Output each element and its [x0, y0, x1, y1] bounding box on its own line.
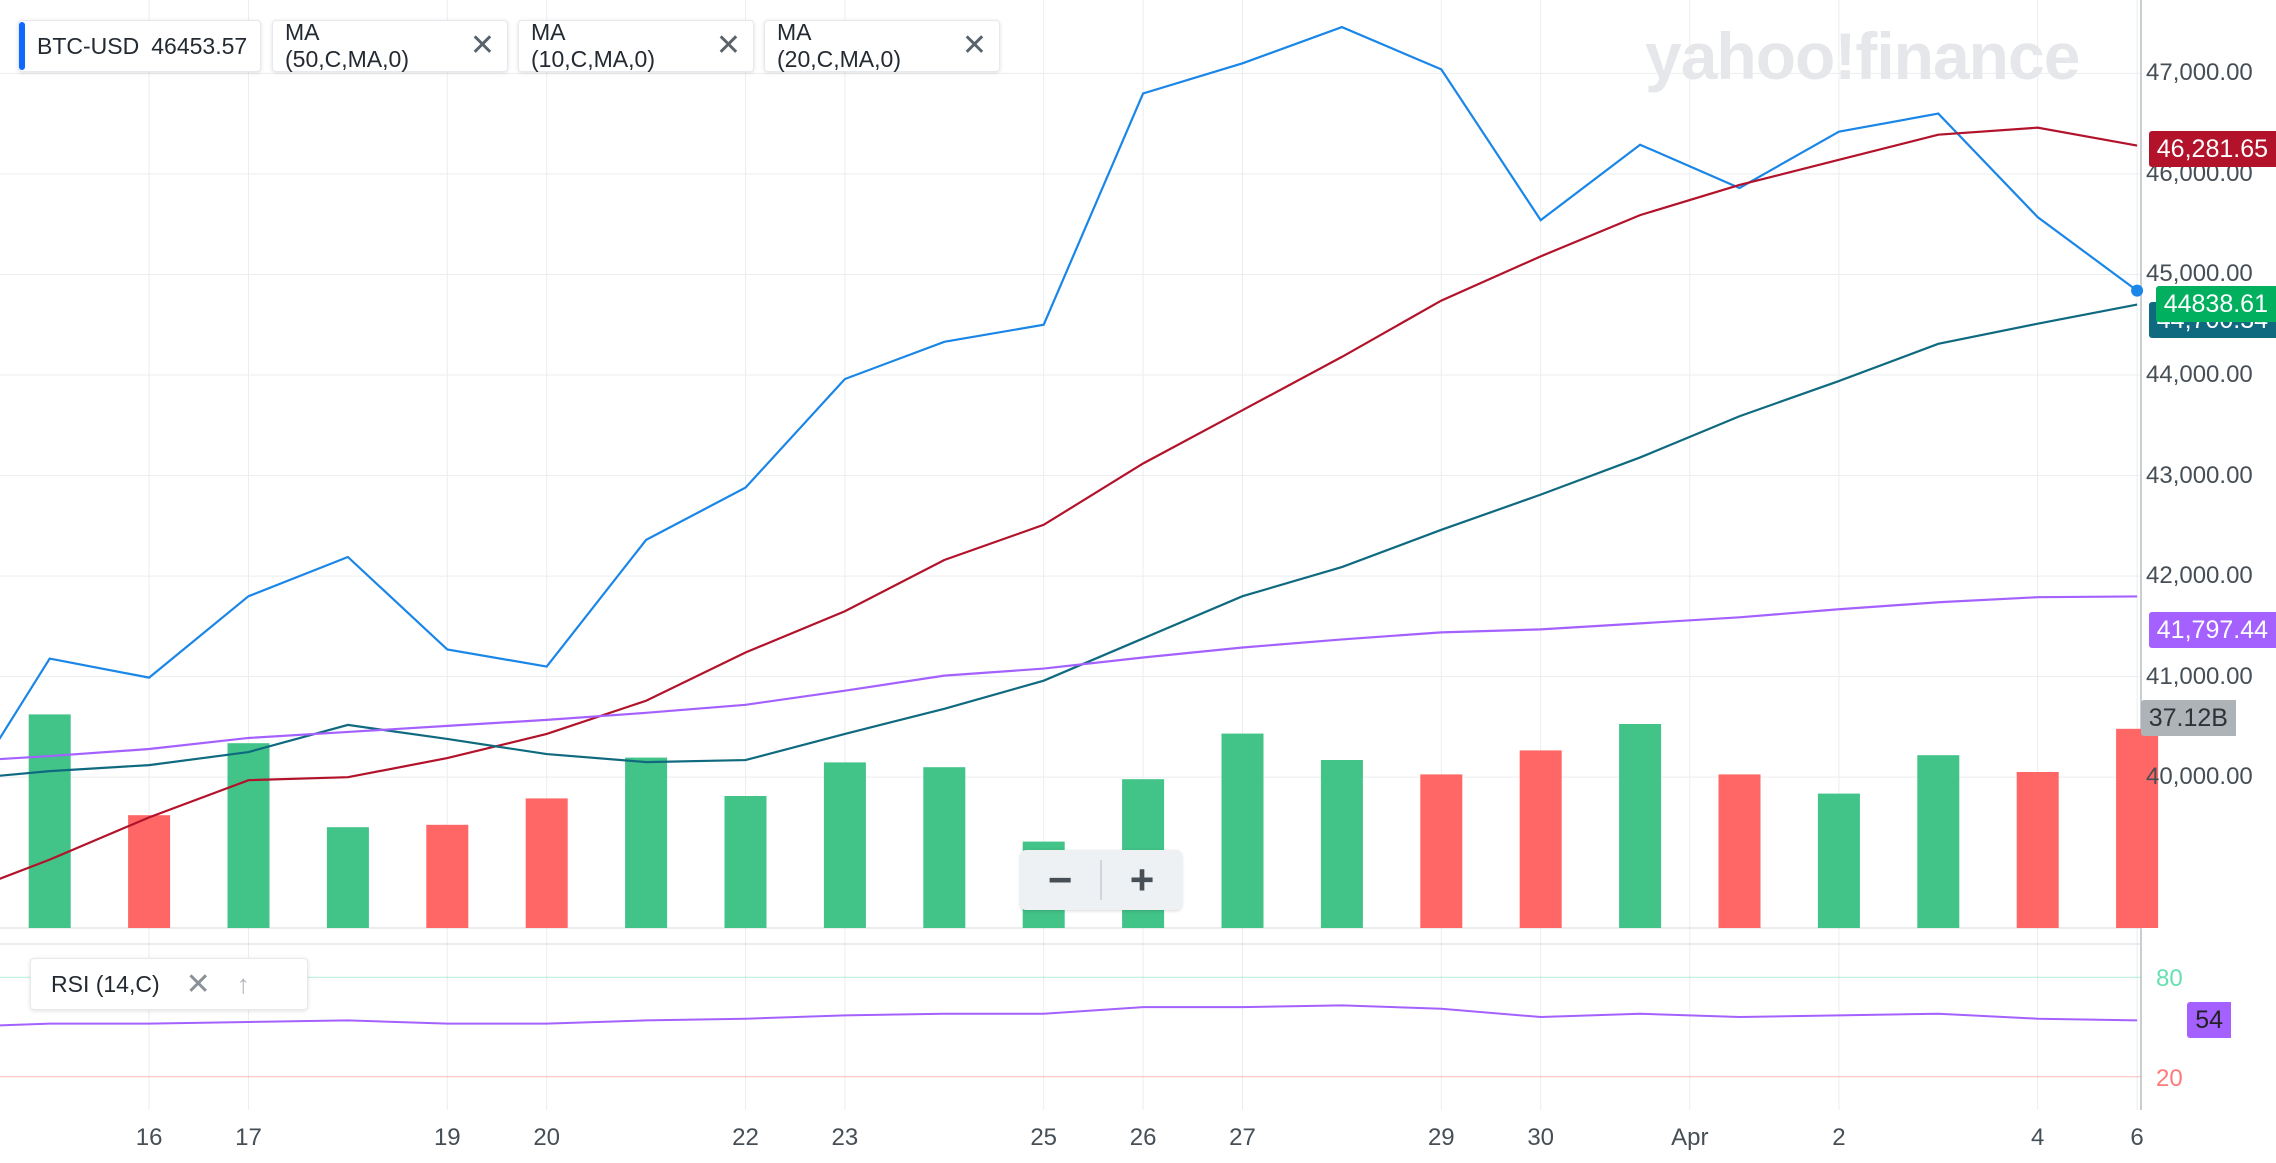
x-tick-label: 29	[1427, 1124, 1455, 1151]
y-tick-label: 43,000.00	[2146, 461, 2253, 489]
close-icon[interactable]: ✕	[185, 967, 211, 1001]
legend-rsi[interactable]: RSI (14,C) ✕ ↑	[30, 958, 308, 1010]
x-tick-label: 16	[135, 1124, 163, 1151]
zoom-out-button[interactable]: −	[1047, 856, 1073, 903]
chart-grid	[0, 0, 2142, 1110]
yahoo-finance-watermark: yahoo!finance	[1645, 19, 2080, 93]
y-tick-label: 47,000.00	[2146, 59, 2253, 87]
ma10-value-badge: 46,281.65	[2148, 131, 2276, 167]
x-tick-label: 22	[732, 1124, 759, 1151]
x-tick-label: 4	[2031, 1124, 2045, 1151]
volume-value-badge: 37.12B	[2140, 700, 2236, 736]
volume-bar	[1917, 755, 1960, 928]
volume-bar	[2016, 772, 2059, 928]
zoom-divider	[1100, 860, 1102, 900]
volume-bar	[823, 762, 866, 928]
y-tick-label: 40,000.00	[2146, 763, 2253, 791]
x-tick-label: 2	[1832, 1124, 1846, 1151]
x-tick-label: 26	[1129, 1124, 1157, 1151]
legend-rsi-label: RSI (14,C)	[51, 970, 160, 997]
arrow-up-icon[interactable]: ↑	[236, 968, 250, 999]
volume-bar	[1619, 724, 1662, 928]
last-price-dot	[2131, 284, 2144, 297]
rsi-line	[0, 1004, 2138, 1027]
ma10-line	[0, 126, 2138, 880]
volume-bar	[1221, 733, 1264, 928]
volume-bar	[326, 827, 369, 928]
legend-ma-50[interactable]: MA (50,C,MA,0) ✕	[272, 19, 508, 72]
legend-ma-20-label: MA (20,C,MA,0)	[777, 19, 901, 72]
volume-bar	[923, 767, 966, 928]
ma50-value-badge: 41,797.44	[2148, 612, 2276, 648]
zoom-control: − +	[1020, 850, 1182, 910]
volume-bar	[227, 743, 270, 928]
x-tick-label: 25	[1030, 1124, 1058, 1151]
legend-ma-10-label: MA (10,C,MA,0)	[531, 19, 655, 72]
series-color-marker	[19, 22, 25, 70]
x-tick-label: Apr	[1671, 1124, 1709, 1151]
volume-bar	[625, 757, 668, 928]
legend-ma-10[interactable]: MA (10,C,MA,0) ✕	[518, 19, 754, 72]
volume-bar	[128, 815, 171, 928]
volume-bar	[2116, 728, 2159, 928]
x-tick-label: 23	[831, 1124, 859, 1151]
legend-symbol: BTC-USD	[37, 32, 140, 59]
x-tick-label: 30	[1527, 1124, 1555, 1151]
volume-bar	[1817, 793, 1860, 928]
price-line	[0, 25, 2138, 741]
volume-bar	[1320, 760, 1363, 928]
y-tick-label: 42,000.00	[2146, 562, 2253, 590]
volume-bar	[1718, 774, 1761, 928]
legend-btc-usd[interactable]: BTC-USD 46453.57	[18, 20, 261, 72]
ma50-line	[0, 595, 2138, 761]
close-icon[interactable]: ✕	[469, 29, 495, 62]
rsi-level-label: 20	[2156, 1065, 2183, 1092]
rsi-panel: 80 20	[0, 965, 2183, 1092]
legend-ma-50-label: MA (50,C,MA,0)	[285, 19, 409, 72]
x-tick-label: 20	[533, 1124, 561, 1151]
y-tick-label: 45,000.00	[2146, 260, 2253, 288]
y-tick-label: 44,000.00	[2146, 360, 2253, 388]
x-tick-label: 19	[433, 1124, 461, 1151]
close-icon[interactable]: ✕	[715, 29, 741, 62]
volume-bar	[724, 796, 767, 928]
zoom-in-button[interactable]: +	[1129, 856, 1155, 903]
x-tick-label: 6	[2130, 1124, 2144, 1151]
rsi-level-label: 80	[2156, 965, 2183, 992]
y-tick-label: 41,000.00	[2146, 662, 2253, 690]
volume-bar	[525, 798, 568, 928]
volume-bar	[1420, 774, 1463, 928]
close-icon[interactable]: ✕	[961, 29, 987, 62]
x-tick-label: 17	[235, 1124, 262, 1151]
volume-bar	[426, 824, 469, 928]
legend-ma-20[interactable]: MA (20,C,MA,0) ✕	[764, 19, 1000, 72]
rsi-value-badge: 54	[2187, 1002, 2231, 1038]
ma20-line	[0, 303, 2138, 777]
price-lines	[0, 25, 2144, 880]
legend-value: 46453.57	[151, 32, 248, 59]
price-value-badge: 44838.61	[2155, 286, 2276, 322]
volume-bar	[28, 714, 71, 928]
x-tick-label: 27	[1229, 1124, 1256, 1151]
volume-bars	[28, 714, 2159, 928]
volume-bar	[1519, 750, 1562, 928]
